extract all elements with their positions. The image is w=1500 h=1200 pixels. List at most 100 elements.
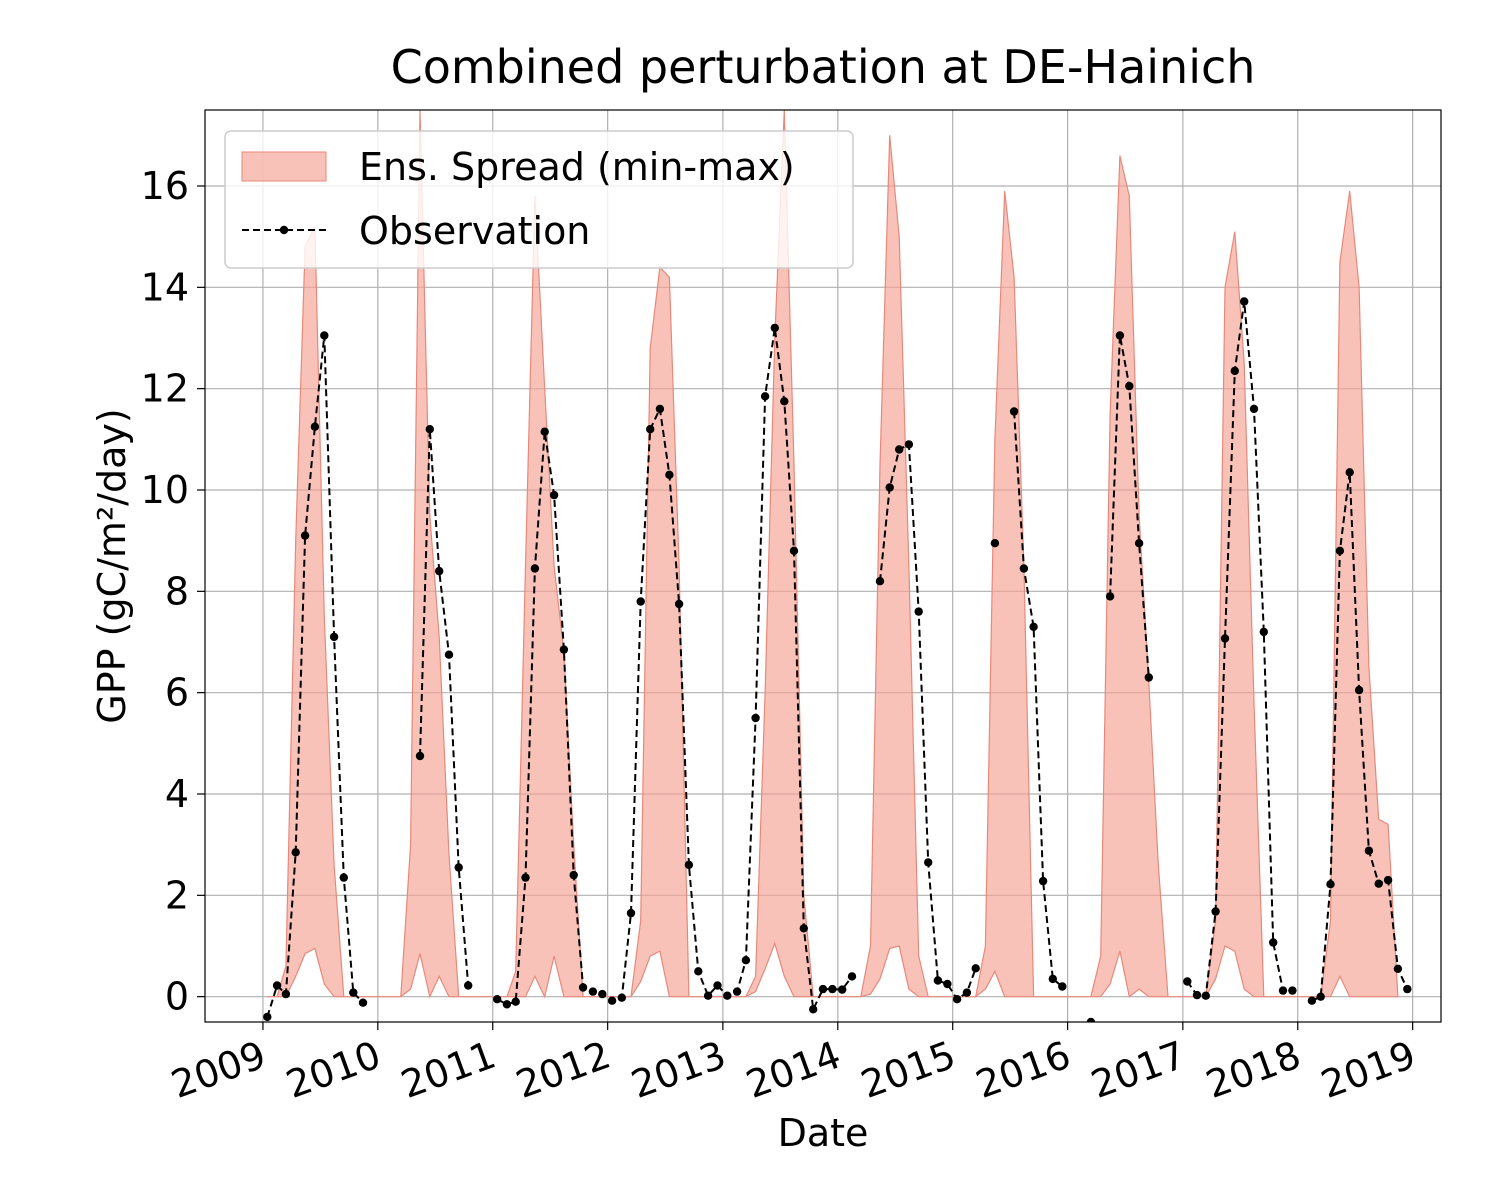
observation-point [828,984,837,994]
observation-point [1192,990,1202,1000]
observation-point [914,607,923,616]
legend-frame [224,130,854,269]
observation-point [684,860,694,870]
observation-point [291,848,300,857]
observation-point [1019,564,1029,573]
y-tick-label: 14 [141,265,189,309]
observation-point [1326,880,1335,889]
y-tick-label: 2 [165,873,189,917]
observation-point [895,445,904,454]
y-axis-ticks: 0 2 4 6 8 10 12 14 16 [141,164,205,1019]
observation-point [1316,992,1325,1001]
observation-point [655,404,665,414]
observation-point [847,972,857,981]
observation-point [435,566,444,576]
observation-point [549,490,559,500]
observation-point [741,956,751,965]
observation-point [1058,982,1067,991]
observation-point [598,989,607,999]
y-tick-label: 0 [165,975,189,1019]
observation-point [1278,986,1288,995]
observation-point [636,597,645,606]
observation-point [310,422,320,431]
observation-point [272,981,282,990]
spread-layer [267,110,1399,999]
observation-line [419,429,470,986]
observation-line [496,327,853,1013]
observation-point [1201,991,1211,1000]
observation-point [799,924,808,933]
observation-point [789,546,799,555]
y-tick-label: 12 [141,367,189,411]
observation-point [990,539,1000,548]
observation-point [511,997,520,1006]
observation-point [904,440,914,449]
observation-point [646,425,655,434]
observation-point [1125,381,1134,391]
observation-point [1364,846,1374,855]
observation-point [1029,622,1038,631]
y-tick-label: 8 [165,569,189,613]
x-axis-label: Date [778,1111,869,1155]
y-axis-label: GPP (gC/m²/day) [90,408,134,723]
observation-point [971,964,980,973]
observation-point [1374,879,1383,888]
observation-point [1086,1017,1096,1022]
observation-point [885,483,894,492]
observation-point [1383,875,1393,885]
observation-point [540,427,549,436]
observation-point [674,599,684,609]
observation-point [1211,907,1220,916]
y-tick-label: 10 [141,468,189,512]
observation-point [1354,685,1364,695]
observation-point [924,858,933,867]
observation-point [607,996,617,1005]
observation-point [1183,977,1192,986]
observation-point [809,1005,818,1014]
observation-point [329,632,339,642]
observation-layer [263,297,1412,1022]
observation-point [1269,938,1278,947]
observation-point [358,998,368,1007]
observation-line [1013,411,1063,988]
observation-point [1220,634,1230,643]
observation-point [320,331,329,340]
observation-point [1230,366,1240,376]
observation-point [281,989,291,999]
observation-point [1134,539,1144,548]
observation-point [444,650,454,659]
observation-point [723,991,732,1000]
observation-point [1240,297,1249,306]
legend-observation-marker [279,225,289,235]
observation-point [415,751,425,761]
observation-point [300,531,310,540]
legend-spread-swatch [241,151,327,182]
y-tick-label: 16 [141,164,189,208]
observation-point [751,713,760,723]
legend: Ens. Spread (min-max) Observation [224,130,854,269]
observation-point [1105,592,1115,601]
observation-point [838,985,847,994]
y-tick-label: 4 [165,772,189,816]
observation-point [943,979,952,989]
observation-point [502,1000,512,1009]
observation-point [1335,546,1345,555]
observation-point [1403,984,1412,994]
observation-point [732,987,742,996]
observation-point [962,988,972,997]
observation-point [1249,404,1259,414]
observation-point [425,425,434,434]
observation-point [1288,986,1297,995]
observation-point [493,995,502,1004]
observation-point [1009,407,1019,416]
observation-point [818,984,828,994]
observation-point [588,987,598,996]
observation-point [464,981,473,990]
observation-point [1048,974,1058,984]
observation-point [760,392,770,401]
observation-point [263,1012,272,1022]
observation-point [1259,627,1269,637]
observation-point [1307,996,1317,1005]
observation-point [665,470,674,479]
